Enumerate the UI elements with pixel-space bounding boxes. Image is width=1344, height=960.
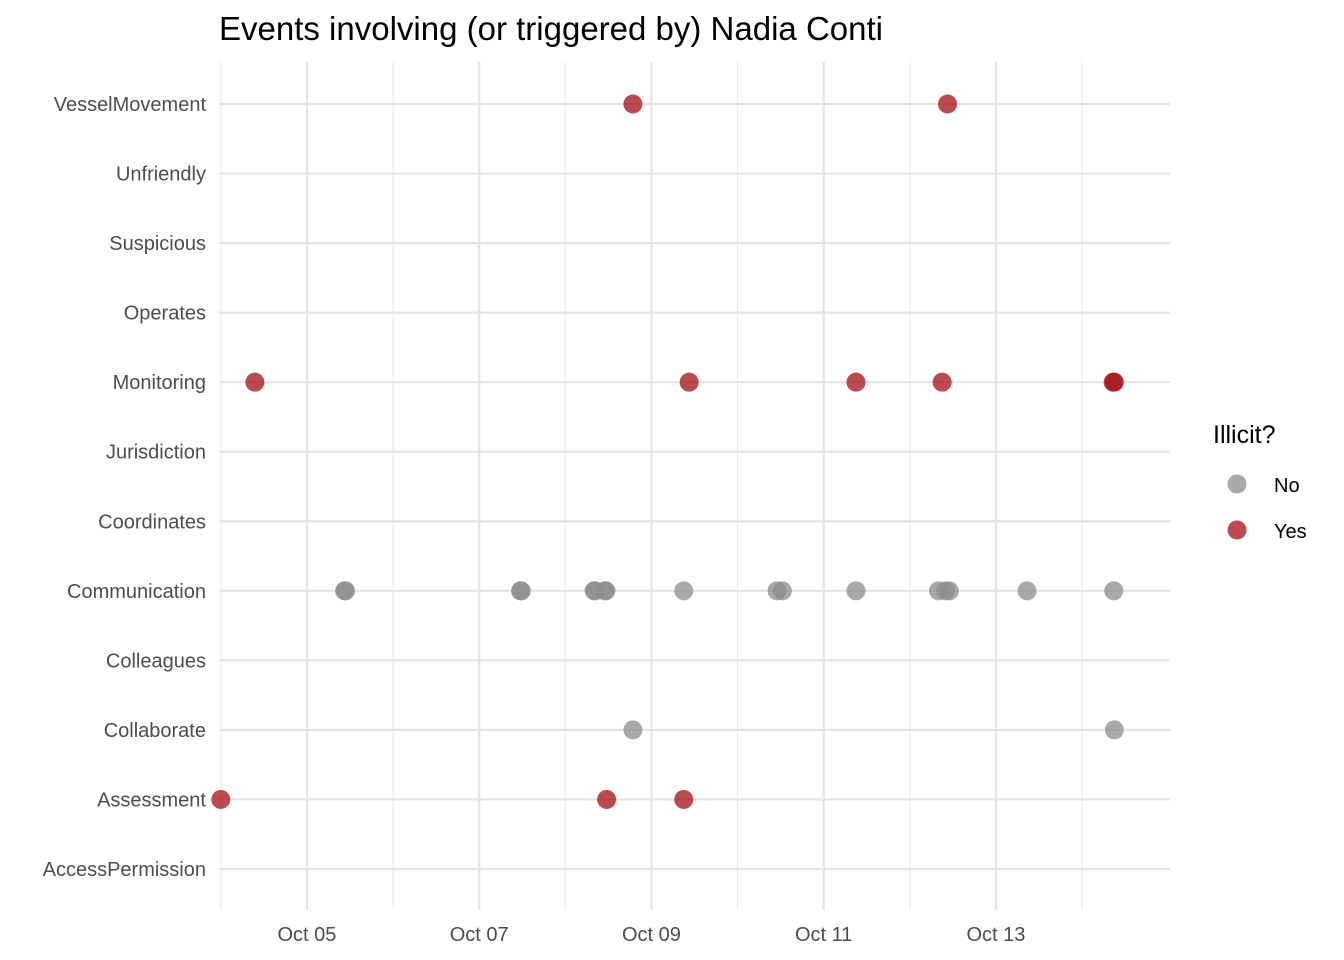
data-point-no	[1017, 581, 1037, 601]
y-tick-label: Jurisdiction	[106, 442, 206, 464]
y-tick-label: Colleagues	[106, 650, 206, 672]
y-tick-label: Coordinates	[98, 511, 206, 533]
data-point-no	[772, 581, 792, 601]
y-tick-label: Monitoring	[113, 372, 206, 394]
data-point-no	[336, 581, 356, 601]
y-tick-label: Communication	[67, 581, 206, 603]
legend-key-yes	[1227, 520, 1247, 540]
data-point-yes	[211, 789, 231, 809]
data-point-no	[939, 581, 959, 601]
x-axis-labels: Oct 05 Oct 07 Oct 09 Oct 11 Oct 13	[277, 924, 1025, 946]
legend-label-no: No	[1274, 475, 1300, 497]
data-point-no	[623, 720, 643, 740]
legend: Illicit? No Yes	[1213, 421, 1307, 543]
y-tick-label: Collaborate	[104, 720, 206, 742]
data-point-yes	[938, 94, 958, 114]
x-tick-label: Oct 11	[795, 924, 852, 946]
y-tick-label: Unfriendly	[116, 164, 206, 186]
data-points	[211, 94, 1124, 809]
x-tick-label: Oct 09	[622, 924, 681, 946]
data-point-yes	[597, 789, 617, 809]
major-gridlines	[219, 62, 1170, 910]
data-point-yes	[846, 372, 866, 392]
data-point-no	[1104, 720, 1124, 740]
data-point-no	[511, 581, 531, 601]
legend-title: Illicit?	[1213, 421, 1276, 449]
y-tick-label: Suspicious	[109, 233, 206, 255]
chart-title: Events involving (or triggered by) Nadia…	[219, 10, 883, 47]
data-point-yes	[679, 372, 699, 392]
data-point-no	[596, 581, 616, 601]
legend-key-no	[1227, 474, 1247, 494]
data-point-yes	[245, 372, 265, 392]
data-point-yes	[1104, 372, 1124, 392]
data-point-no	[846, 581, 866, 601]
y-tick-label: VesselMovement	[54, 94, 207, 116]
x-tick-label: Oct 13	[966, 924, 1025, 946]
legend-label-yes: Yes	[1274, 521, 1307, 543]
data-point-no	[674, 581, 694, 601]
y-tick-label: AccessPermission	[43, 859, 206, 881]
x-tick-label: Oct 07	[450, 924, 509, 946]
data-point-no	[1104, 581, 1124, 601]
data-point-yes	[623, 94, 643, 114]
legend-entries: No Yes	[1227, 474, 1307, 543]
y-axis-labels: AccessPermission Assessment Collaborate Col…	[43, 94, 207, 881]
minor-gridlines	[220, 62, 1083, 910]
x-tick-label: Oct 05	[277, 924, 336, 946]
data-point-yes	[674, 789, 694, 809]
y-tick-label: Assessment	[97, 789, 206, 811]
y-tick-label: Operates	[124, 303, 206, 325]
data-point-yes	[932, 372, 952, 392]
